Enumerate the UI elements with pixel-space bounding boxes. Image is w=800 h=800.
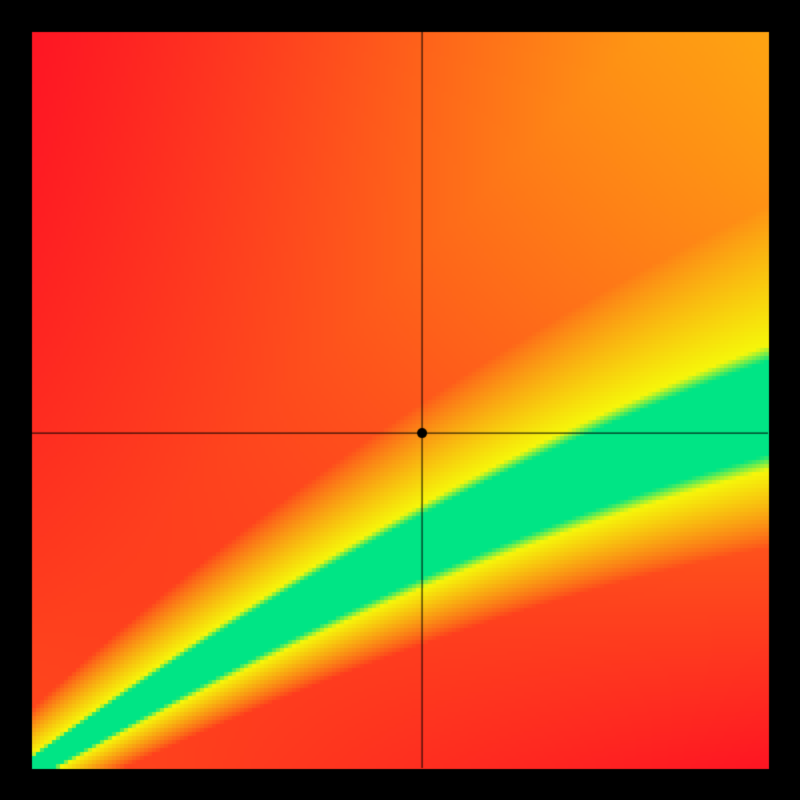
chart-container: TheBottleneck.com [0, 0, 800, 800]
bottleneck-heatmap [0, 0, 800, 800]
